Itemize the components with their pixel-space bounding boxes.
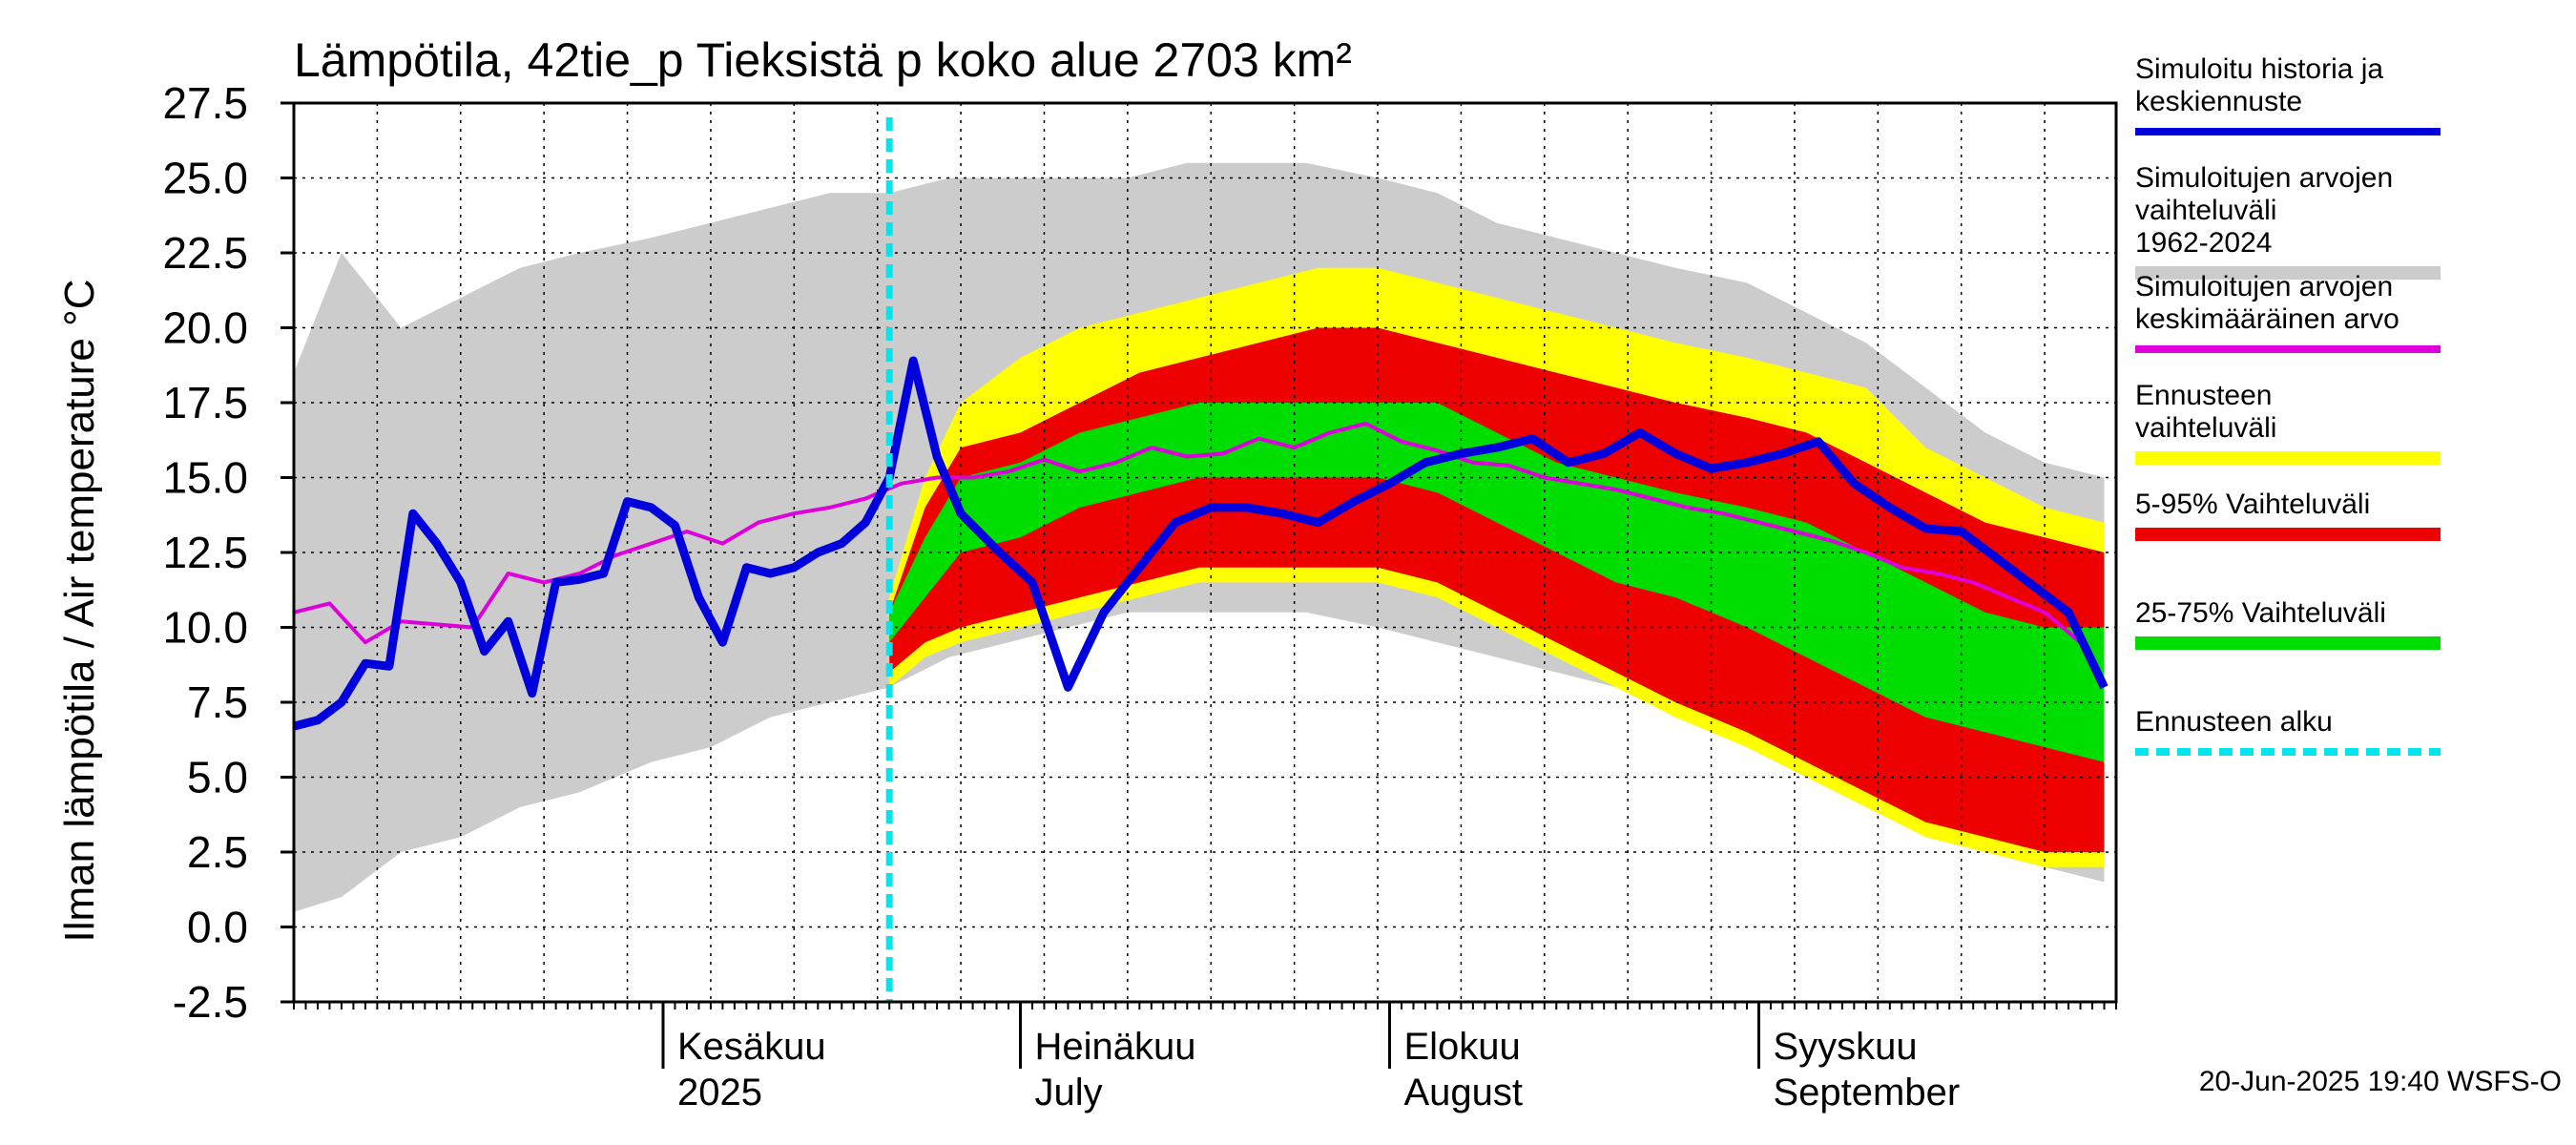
legend-label-4-0: 5-95% Vaihteluväli	[2135, 489, 2370, 520]
chart-title: Lämpötila, 42tie_p Tieksistä p koko alue…	[294, 33, 1352, 87]
y-tick-label-3: 20.0	[162, 303, 248, 353]
series-line-1	[292, 356, 2109, 731]
month-label-fi-1: Heinäkuu	[1035, 1026, 1196, 1068]
legend-label-5-0: 25-75% Vaihteluväli	[2135, 597, 2386, 629]
y-tick-label-7: 10.0	[162, 603, 248, 653]
month-label-en-3: September	[1773, 1072, 1960, 1114]
month-label-fi-2: Elokuu	[1403, 1026, 1520, 1068]
month-label-en-0: 2025	[677, 1072, 762, 1114]
band-3	[889, 403, 2105, 762]
y-tick-label-6: 12.5	[162, 528, 248, 577]
y-tick-label-10: 2.5	[187, 827, 248, 877]
month-label-en-1: July	[1035, 1072, 1103, 1114]
month-label-en-2: August	[1403, 1072, 1523, 1114]
series-line-0	[293, 422, 2107, 683]
y-axis-label: Ilman lämpötila / Air temperature °C	[56, 280, 103, 943]
legend-label-2-1: keskimääräinen arvo	[2135, 303, 2399, 335]
legend-label-2-0: Simuloitujen arvojen	[2135, 271, 2393, 302]
legend-label-1-2: 1962-2024	[2135, 227, 2272, 259]
y-tick-label-0: 27.5	[162, 78, 248, 128]
month-label-fi-0: Kesäkuu	[677, 1026, 826, 1068]
y-tick-label-1: 25.0	[162, 154, 248, 203]
legend-label-0-0: Simuloitu historia ja	[2135, 53, 2383, 85]
legend-label-3-1: vaihteluväli	[2135, 412, 2276, 444]
plot-area	[292, 101, 2118, 1004]
y-tick-label-12: -2.5	[173, 977, 248, 1027]
legend-label-0-1: keskiennuste	[2135, 86, 2302, 117]
legend-label-1-0: Simuloitujen arvojen	[2135, 162, 2393, 194]
y-tick-label-11: 0.0	[187, 903, 248, 952]
y-axis-ticks: 27.5 25.0 22.5 20.0 17.5 15.0 12.5 10.0 7.5 5.0 2.…	[162, 78, 294, 1027]
y-tick-label-9: 5.0	[187, 753, 248, 802]
y-tick-label-2: 22.5	[162, 228, 248, 278]
y-tick-label-8: 7.5	[187, 677, 248, 727]
y-tick-label-4: 17.5	[162, 378, 248, 427]
timestamp-label: 20-Jun-2025 19:40 WSFS-O	[2199, 1066, 2562, 1097]
legend-label-3-0: Ennusteen	[2135, 380, 2272, 411]
month-label-fi-3: Syyskuu	[1773, 1026, 1917, 1068]
legend-label-1-1: vaihteluväli	[2135, 195, 2276, 226]
y-tick-label-5: 15.0	[162, 453, 248, 503]
legend-label-6-0: Ennusteen alku	[2135, 706, 2333, 738]
